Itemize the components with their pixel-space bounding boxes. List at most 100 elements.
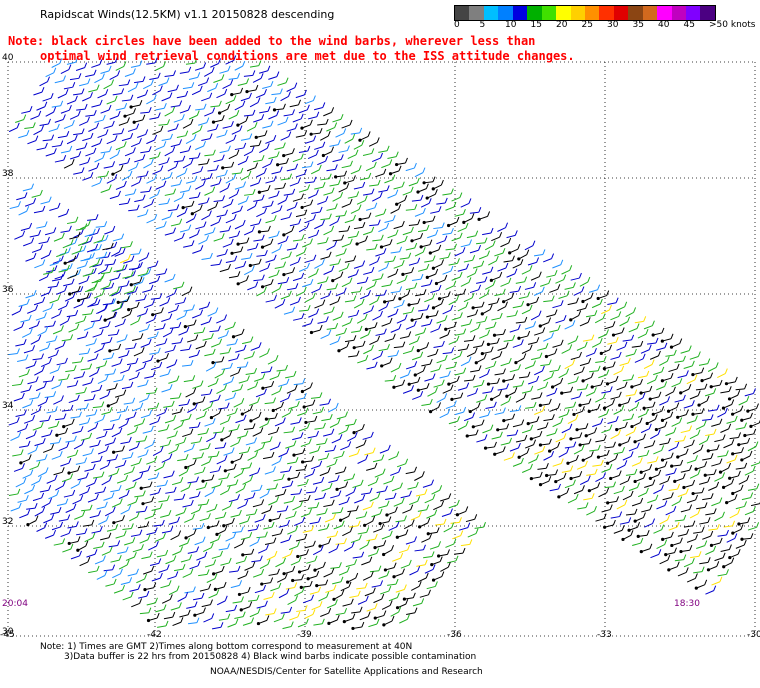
wind-barb xyxy=(201,257,211,260)
wind-barb-flag xyxy=(41,125,44,131)
wind-barb xyxy=(289,104,299,108)
wind-barb xyxy=(65,508,75,513)
wind-barb xyxy=(320,256,330,260)
wind-barb-flag xyxy=(374,603,378,609)
wind-barb xyxy=(408,223,418,227)
wind-barb xyxy=(396,279,406,284)
wind-barb-flag xyxy=(514,230,518,236)
contamination-dot xyxy=(550,385,555,389)
wind-barb xyxy=(296,609,306,612)
wind-barb-flag xyxy=(645,487,649,494)
wind-barb xyxy=(744,392,754,397)
wind-barb xyxy=(341,165,351,169)
wind-barb-flag xyxy=(435,310,439,316)
wind-barb xyxy=(111,251,120,257)
wind-barb xyxy=(515,397,525,403)
contamination-dot xyxy=(581,379,585,383)
wind-barb-flag xyxy=(639,417,643,423)
wind-barb xyxy=(49,442,60,445)
wind-barb-flag xyxy=(533,360,536,366)
wind-barb-flag xyxy=(664,421,668,427)
wind-barb-flag xyxy=(139,529,143,535)
wind-barb-flag xyxy=(314,555,318,561)
wind-barb-flag xyxy=(304,605,308,611)
wind-barb xyxy=(359,177,369,181)
wind-barb-flag xyxy=(375,477,379,483)
wind-barb xyxy=(301,243,311,248)
wind-barb-flag xyxy=(484,394,488,400)
wind-barb xyxy=(217,334,227,340)
wind-barb-flag xyxy=(545,342,549,349)
contamination-dot xyxy=(380,364,384,368)
wind-barb xyxy=(286,87,296,92)
wind-barb xyxy=(228,235,238,239)
contamination-dot xyxy=(603,525,607,529)
wind-barb xyxy=(403,524,413,530)
wind-barb xyxy=(509,328,519,333)
wind-barb xyxy=(411,585,420,591)
wind-barb-flag xyxy=(325,237,329,243)
wind-barb xyxy=(159,373,169,377)
wind-barb-flag xyxy=(38,405,42,411)
wind-barb xyxy=(60,150,70,154)
wind-barb-flag xyxy=(548,438,552,445)
wind-barb-flag xyxy=(26,206,30,212)
wind-barb xyxy=(201,177,211,181)
wind-barb-flag xyxy=(136,123,140,129)
wind-barb-flag xyxy=(80,286,84,292)
wind-barb xyxy=(274,303,284,309)
contamination-dot xyxy=(648,397,652,401)
wind-barb xyxy=(280,256,290,260)
wind-barb xyxy=(29,465,39,471)
wind-barb-flag xyxy=(694,374,698,381)
wind-barb-flag xyxy=(334,203,338,209)
wind-barb xyxy=(238,380,248,384)
wind-barb xyxy=(88,570,98,574)
wind-barb-flag xyxy=(312,292,316,299)
wind-barb xyxy=(374,473,384,478)
contamination-dot xyxy=(746,409,750,413)
wind-barb xyxy=(230,584,240,589)
wind-barb-flag xyxy=(122,515,125,521)
wind-barb-flag xyxy=(683,554,687,560)
wind-barb xyxy=(500,400,510,406)
wind-barb xyxy=(344,300,354,303)
wind-barb-flag xyxy=(383,168,387,175)
wind-swath-left-strip xyxy=(9,183,150,322)
wind-barb-flag xyxy=(670,411,674,417)
wind-barb-flag xyxy=(261,194,265,200)
wind-barb xyxy=(167,309,177,314)
wind-barb xyxy=(220,490,229,496)
wind-barb xyxy=(82,96,91,102)
wind-barb xyxy=(124,151,134,157)
wind-barb xyxy=(128,446,138,451)
wind-barb-flag xyxy=(82,371,86,377)
wind-barb xyxy=(354,499,363,504)
wind-barb-flag xyxy=(75,380,79,386)
wind-barb-flag xyxy=(188,185,192,191)
wind-barb xyxy=(35,386,45,392)
contamination-dot xyxy=(694,586,698,590)
wind-barb-flag xyxy=(123,141,127,147)
wind-barb-flag xyxy=(667,475,671,482)
wind-barb xyxy=(601,468,611,473)
wind-barb-flag xyxy=(286,157,289,164)
wind-barb-flag xyxy=(591,334,595,340)
wind-barb xyxy=(36,147,46,151)
wind-barb xyxy=(198,82,207,87)
wind-barb xyxy=(460,244,470,248)
wind-barb-flag xyxy=(219,338,223,345)
wind-barb-flag xyxy=(38,334,42,341)
wind-barb xyxy=(470,369,480,373)
wind-barb-flag xyxy=(560,259,564,265)
wind-barb xyxy=(275,493,285,497)
wind-barb-flag xyxy=(94,409,98,415)
wind-barb xyxy=(36,225,46,229)
wind-barb-flag xyxy=(194,175,198,182)
wind-barb-flag xyxy=(431,551,435,557)
wind-barb xyxy=(570,277,580,281)
wind-barb-flag xyxy=(292,109,295,115)
wind-barb-flag xyxy=(631,334,635,341)
wind-barb-flag xyxy=(399,246,403,252)
wind-barb-flag xyxy=(303,89,307,96)
